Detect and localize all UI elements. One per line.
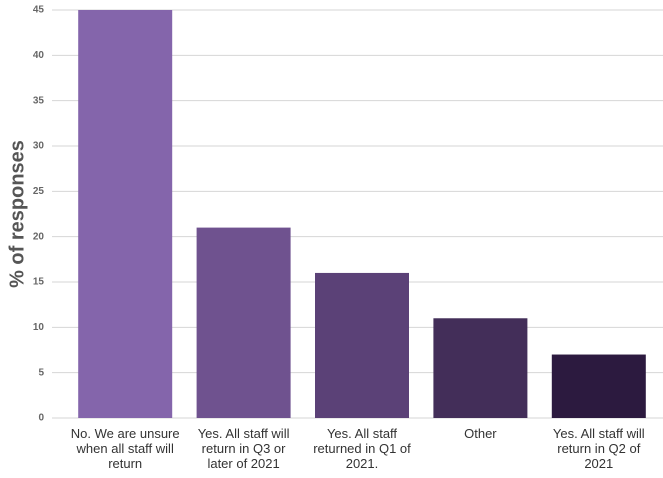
y-tick-label: 10	[33, 322, 45, 333]
y-tick-label: 40	[33, 50, 45, 61]
bar	[196, 227, 291, 418]
bar	[78, 10, 173, 418]
bar	[433, 318, 528, 418]
y-tick-label: 35	[33, 95, 45, 106]
y-tick-label: 25	[33, 186, 45, 197]
bar	[551, 354, 646, 418]
x-tick-label: Yes. All staff returned in Q1 of 2021.	[313, 426, 411, 471]
y-tick-label: 5	[38, 367, 44, 378]
y-tick-label: 0	[38, 413, 44, 424]
x-tick-label: Other	[464, 426, 497, 441]
y-tick-label: 15	[33, 277, 45, 288]
x-tick-label: No. We are unsure when all staff will re…	[70, 426, 180, 471]
y-axis-label: % of responses	[6, 140, 28, 288]
y-tick-label: 30	[33, 141, 45, 152]
y-tick-label: 45	[33, 5, 45, 16]
y-tick-label: 20	[33, 231, 45, 242]
bar	[315, 272, 409, 418]
x-tick-label: Yes. All staff will return in Q3 or late…	[197, 426, 290, 471]
x-tick-label: Yes. All staff will return in Q2 of 2021	[552, 426, 645, 471]
